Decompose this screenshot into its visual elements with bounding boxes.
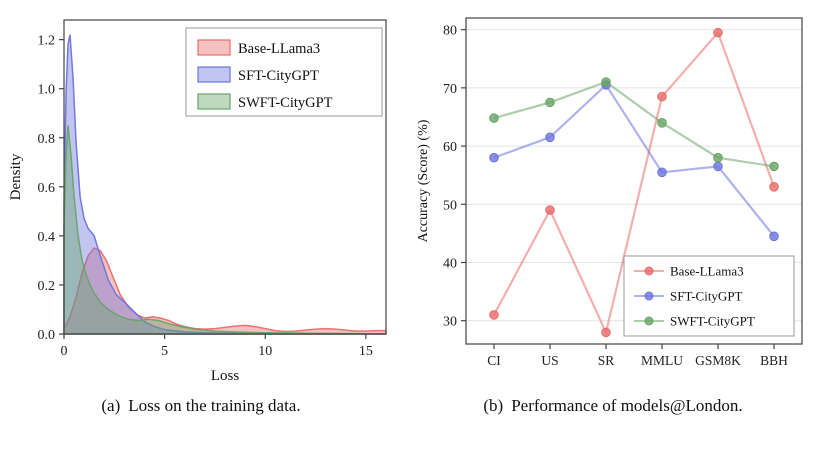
svg-text:1.2: 1.2 xyxy=(38,34,56,49)
svg-text:CI: CI xyxy=(487,353,501,368)
svg-text:Base-LLama3: Base-LLama3 xyxy=(238,41,320,57)
performance-chart: CI US SR MMLU GSM8K BBH 30 40 50 60 70 80 Accuracy (… xyxy=(416,17,803,368)
svg-text:US: US xyxy=(541,353,558,368)
svg-text:SWFT-CityGPT: SWFT-CityGPT xyxy=(238,95,333,111)
svg-text:80: 80 xyxy=(443,24,457,39)
svg-text:5: 5 xyxy=(161,344,168,359)
svg-text:15: 15 xyxy=(359,344,373,359)
svg-text:0.2: 0.2 xyxy=(38,279,56,294)
svg-text:1.0: 1.0 xyxy=(38,83,56,98)
svg-text:0.6: 0.6 xyxy=(38,181,56,196)
caption-left: (a) Loss on the training data. xyxy=(101,396,300,416)
caption-right: (b) Performance of models@London. xyxy=(483,396,742,416)
svg-text:GSM8K: GSM8K xyxy=(695,353,741,368)
two-panel-figure: 0 5 10 15 0.0 0.2 0.4 0.6 0.8 1.0 1.2 Loss Density Ba… xyxy=(4,6,814,416)
density-chart: 0 5 10 15 0.0 0.2 0.4 0.6 0.8 1.0 1.2 Loss Density Ba… xyxy=(8,19,387,384)
svg-text:SWFT-CityGPT: SWFT-CityGPT xyxy=(670,314,755,329)
svg-text:Loss: Loss xyxy=(211,368,240,384)
svg-text:0.0: 0.0 xyxy=(38,328,56,343)
svg-text:Density: Density xyxy=(8,153,24,200)
caption-right-text: Performance of models@London. xyxy=(511,396,743,415)
svg-text:10: 10 xyxy=(258,344,272,359)
svg-text:60: 60 xyxy=(443,140,457,155)
svg-text:0.4: 0.4 xyxy=(38,230,56,245)
svg-text:Accuracy (Score) (%): Accuracy (Score) (%) xyxy=(416,119,431,242)
svg-text:SFT-CityGPT: SFT-CityGPT xyxy=(670,289,743,304)
svg-text:40: 40 xyxy=(443,257,457,272)
svg-text:0: 0 xyxy=(61,344,68,359)
svg-text:Base-LLama3: Base-LLama3 xyxy=(670,264,744,279)
performance-panel: CI US SR MMLU GSM8K BBH 30 40 50 60 70 80 Accuracy (… xyxy=(412,6,814,416)
caption-left-label: (a) xyxy=(101,396,121,415)
density-panel: 0 5 10 15 0.0 0.2 0.4 0.6 0.8 1.0 1.2 Loss Density Ba… xyxy=(4,6,398,416)
svg-text:30: 30 xyxy=(443,315,457,330)
svg-text:50: 50 xyxy=(443,198,457,213)
caption-right-label: (b) xyxy=(483,396,504,415)
caption-left-text: Loss on the training data. xyxy=(128,396,301,415)
svg-text:70: 70 xyxy=(443,82,457,97)
svg-text:MMLU: MMLU xyxy=(641,353,683,368)
svg-text:SFT-CityGPT: SFT-CityGPT xyxy=(238,68,319,84)
svg-text:BBH: BBH xyxy=(760,353,788,368)
svg-text:0.8: 0.8 xyxy=(38,132,56,147)
svg-text:SR: SR xyxy=(598,353,615,368)
